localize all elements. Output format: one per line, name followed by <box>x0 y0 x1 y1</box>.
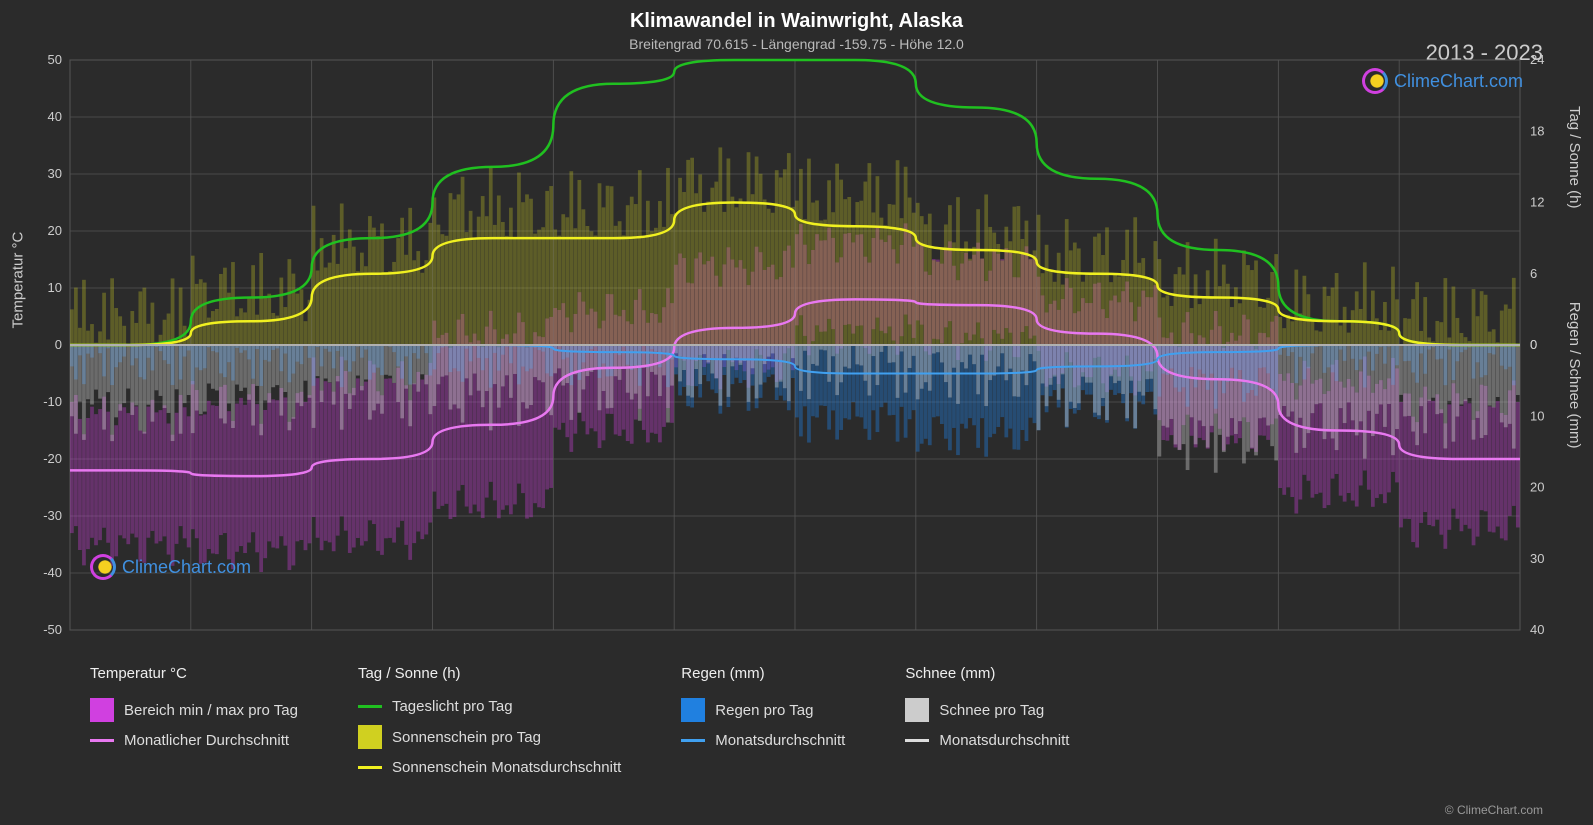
legend-label: Tageslicht pro Tag <box>392 698 513 715</box>
y-left-tick: -40 <box>43 565 62 580</box>
y-left-tick: 30 <box>48 166 62 181</box>
y-left-tick: 10 <box>48 280 62 295</box>
legend-item: Monatlicher Durchschnitt <box>90 732 298 749</box>
legend-item: Sonnenschein pro Tag <box>358 725 621 749</box>
y-left-tick: 40 <box>48 109 62 124</box>
x-tick-label: Nov <box>1326 639 1351 640</box>
y-right-top-tick: 24 <box>1530 52 1544 67</box>
legend-swatch <box>90 698 114 722</box>
legend-label: Regen pro Tag <box>715 702 813 719</box>
brand-logo-bottom: ClimeChart.com <box>90 554 251 580</box>
y-right-bottom-tick: 0 <box>1530 337 1537 352</box>
legend-item: Regen pro Tag <box>681 698 845 722</box>
x-tick-label: Sep <box>1085 639 1110 640</box>
legend-swatch <box>905 698 929 722</box>
climate-chart: Jan Feb Mär Apr Mai Jun Jul Aug Sep Okt Nov Dez 50 40… <box>0 0 1593 640</box>
legend-label: Sonnenschein Monatsdurchschnitt <box>392 759 621 776</box>
legend-item: Schnee pro Tag <box>905 698 1069 722</box>
x-tick-label: Dez <box>1447 639 1472 640</box>
y-right-top-tick: 12 <box>1530 195 1544 210</box>
legend-label: Monatsdurchschnitt <box>939 732 1069 749</box>
legend-swatch <box>358 766 382 769</box>
legend-label: Schnee pro Tag <box>939 702 1044 719</box>
logo-icon <box>1362 68 1388 94</box>
legend-label: Sonnenschein pro Tag <box>392 729 541 746</box>
y-right-bottom-tick: 30 <box>1530 551 1544 566</box>
legend-swatch <box>681 739 705 742</box>
y-left-tick: -50 <box>43 622 62 637</box>
legend-header: Schnee (mm) <box>905 665 1069 682</box>
legend-swatch <box>358 725 382 749</box>
x-tick-label: Jul <box>846 639 864 640</box>
legend-header: Temperatur °C <box>90 665 298 682</box>
legend-swatch <box>90 739 114 742</box>
y-right-top-tick: 6 <box>1530 266 1537 281</box>
legend: Temperatur °C Bereich min / max pro Tag Mo… <box>90 665 1543 776</box>
y-right-bottom-tick: 40 <box>1530 622 1544 637</box>
legend-item: Tageslicht pro Tag <box>358 698 621 715</box>
y-left-tick: -20 <box>43 451 62 466</box>
legend-item: Bereich min / max pro Tag <box>90 698 298 722</box>
legend-label: Monatsdurchschnitt <box>715 732 845 749</box>
legend-header: Regen (mm) <box>681 665 845 682</box>
brand-logo-top: ClimeChart.com <box>1362 68 1523 94</box>
y-right-bottom-tick: 20 <box>1530 480 1544 495</box>
legend-label: Monatlicher Durchschnitt <box>124 732 289 749</box>
logo-text: ClimeChart.com <box>122 557 251 578</box>
legend-swatch <box>681 698 705 722</box>
x-tick-label: Aug <box>964 639 989 640</box>
legend-group: Schnee (mm) Schnee pro Tag Monatsdurchschn… <box>905 665 1069 776</box>
y-left-tick: -10 <box>43 394 62 409</box>
y-right-top-tick: 18 <box>1530 123 1544 138</box>
x-tick-label: Jan <box>119 639 142 640</box>
y-left-tick: -30 <box>43 508 62 523</box>
logo-text: ClimeChart.com <box>1394 71 1523 92</box>
legend-header: Tag / Sonne (h) <box>358 665 621 682</box>
logo-icon <box>90 554 116 580</box>
legend-group: Temperatur °C Bereich min / max pro Tag Mo… <box>90 665 298 776</box>
y-left-tick: 0 <box>55 337 62 352</box>
x-tick-label: Mai <box>602 639 625 640</box>
legend-group: Tag / Sonne (h) Tageslicht pro Tag Sonnens… <box>358 665 621 776</box>
x-tick-label: Jun <box>723 639 746 640</box>
y-right-bottom-tick: 10 <box>1530 408 1544 423</box>
legend-swatch <box>358 705 382 708</box>
x-tick-label: Feb <box>239 639 263 640</box>
y-left-tick: 20 <box>48 223 62 238</box>
legend-item: Monatsdurchschnitt <box>681 732 845 749</box>
x-tick-label: Apr <box>482 639 504 640</box>
legend-swatch <box>905 739 929 742</box>
copyright: © ClimeChart.com <box>1445 803 1543 817</box>
x-tick-label: Okt <box>1207 639 1229 640</box>
x-tick-label: Mär <box>360 639 384 640</box>
legend-label: Bereich min / max pro Tag <box>124 702 298 719</box>
legend-group: Regen (mm) Regen pro Tag Monatsdurchschnit… <box>681 665 845 776</box>
y-left-tick: 50 <box>48 52 62 67</box>
legend-item: Sonnenschein Monatsdurchschnitt <box>358 759 621 776</box>
legend-item: Monatsdurchschnitt <box>905 732 1069 749</box>
